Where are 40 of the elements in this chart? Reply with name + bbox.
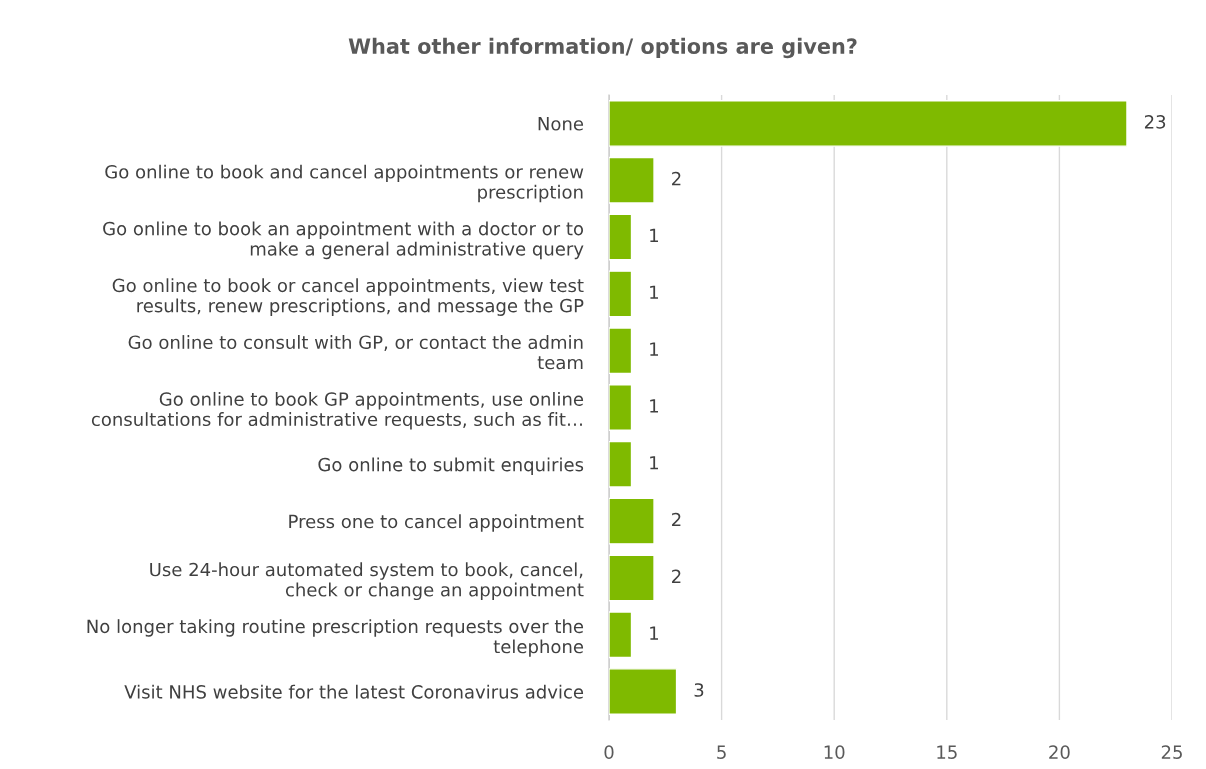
data-label: 1 (650, 626, 659, 640)
bar (609, 611, 633, 659)
y-tick-label: Visit NHS website for the latest Coronavirus advice (124, 684, 584, 699)
bar (609, 213, 633, 261)
data-label: 3 (694, 683, 704, 697)
bar (609, 668, 678, 716)
x-tick-label: 10 (824, 745, 845, 759)
y-tick-label: Use 24-hour automated system to book, cancel, check or change an appointment (150, 562, 584, 601)
bar (609, 99, 1128, 147)
x-tick-label: 5 (717, 745, 726, 759)
chart-title: What other information/ options are given? (348, 37, 857, 59)
x-tick-label: 20 (1049, 745, 1070, 759)
data-label: 23 (1144, 114, 1166, 129)
data-label: 1 (650, 228, 659, 243)
data-label: 1 (650, 399, 659, 413)
data-label: 1 (650, 285, 659, 299)
bar (609, 327, 633, 375)
y-tick-label: Go online to consult with GP, or contact the admin team (128, 335, 583, 370)
y-tick-label: Go online to submit enquiries (318, 457, 584, 475)
data-label: 1 (650, 342, 659, 356)
y-tick-label: Press one to cancel appointment (289, 514, 584, 532)
y-tick-label: Go online to book or cancel appointments, view test results, renew prescriptions, and message the GP (112, 278, 584, 316)
y-tick-label: Go online to book and cancel appointments or renew prescription (105, 164, 584, 203)
bar (609, 554, 655, 602)
x-tick-label: 0 (604, 745, 614, 759)
y-tick-label: Go online to book GP appointments, use online consultations for administrative requests, such as fit… (91, 391, 584, 430)
y-tick-label: None (538, 117, 584, 131)
bar (609, 497, 655, 545)
data-label: 2 (672, 171, 681, 186)
bar (609, 270, 633, 318)
bar (609, 156, 655, 204)
data-label: 2 (672, 569, 681, 583)
y-tick-label: No longer taking routine prescription requests over the telephone (87, 619, 584, 657)
x-tick-label: 25 (1161, 745, 1182, 759)
y-tick-label: Go online to book an appointment with a doctor or to make a general administrative query (103, 221, 584, 260)
bar (609, 384, 633, 431)
x-tick-label: 15 (937, 745, 957, 759)
data-label: 2 (672, 512, 681, 527)
data-label: 1 (650, 456, 659, 470)
bar (609, 440, 633, 488)
